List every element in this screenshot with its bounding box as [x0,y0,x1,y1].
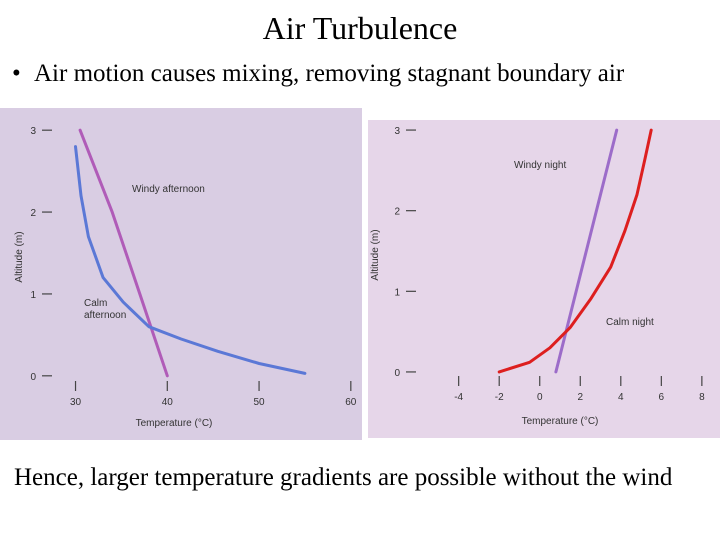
y-axis-label: Altitude (m) [370,229,381,280]
annotation-label: Windy afternoon [132,184,205,195]
x-axis-label: Temperature (°C) [136,418,213,429]
y-axis-label: Altitude (m) [14,231,25,282]
y-tick-label: 2 [30,208,36,219]
x-tick-label: 30 [70,397,82,408]
annotation-label: Calm afternoon [84,298,126,321]
y-tick-label: 1 [30,290,36,301]
annotation-label: Windy night [514,160,566,171]
bullet-item: • Air motion causes mixing, removing stag… [12,58,712,90]
temperature-profile-figure: 0 1 2 3 30 40 50 60 Temperature (°C) Altitude (m)… [0,108,720,444]
bullet-dot: • [12,60,21,87]
left-panel-background [0,108,362,440]
afternoon-chart: 0 1 2 3 30 40 50 60 Temperature (°C) Altitude (m)… [14,126,357,429]
series-line-calm-night [497,128,653,374]
y-tick-label: 0 [394,368,400,379]
y-tick-label: 3 [30,126,36,137]
series-line-calm-afternoon [74,145,307,375]
y-tick-label: 3 [394,126,400,137]
x-tick-label: 2 [577,392,583,403]
x-tick-label: -2 [495,392,504,403]
x-tick-label: 4 [618,392,624,403]
x-tick-label: 8 [699,392,705,403]
x-tick-label: 6 [659,392,665,403]
annotation-line: Calm [84,298,107,309]
x-tick-label: 60 [345,397,357,408]
y-tick-label: 1 [394,287,400,298]
x-tick-label: 40 [162,397,174,408]
series-line-windy-afternoon [78,128,169,378]
bullet-text: Air motion causes mixing, removing stagn… [34,60,625,87]
x-tick-label: -4 [454,392,463,403]
x-tick-label: 0 [537,392,543,403]
x-tick-label: 50 [253,397,265,408]
night-chart: 0 1 2 3 -4 -2 0 2 4 6 8 Temperature (°C) Altitude (m… [370,126,705,427]
footer-text: Hence, larger temperature gradients are … [14,464,673,491]
x-axis-label: Temperature (°C) [522,416,599,427]
y-tick-label: 0 [30,372,36,383]
slide-title: Air Turbulence [262,10,458,46]
annotation-label: Calm night [606,317,654,328]
y-tick-label: 2 [394,207,400,218]
annotation-line: afternoon [84,310,126,321]
